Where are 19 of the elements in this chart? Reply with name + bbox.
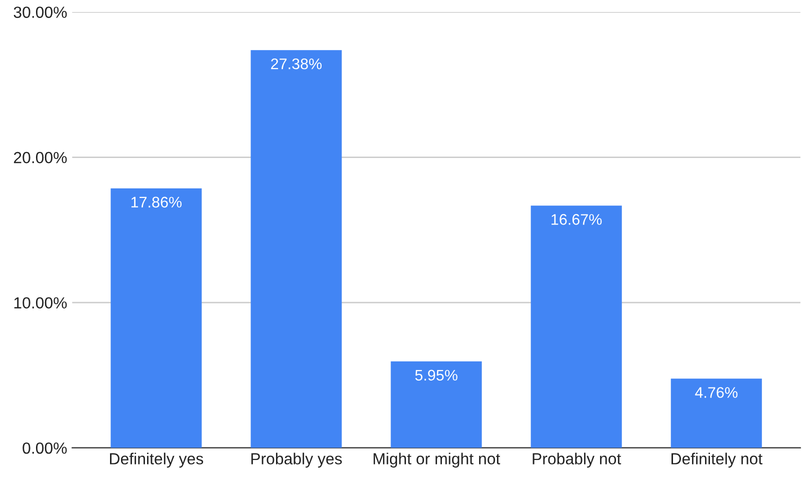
y-tick-label: 20.00% [14,152,67,164]
data-label: 5.95% [415,370,458,381]
data-label: 17.86% [131,196,182,208]
bar [390,361,482,448]
x-tick-label: Definitely yes [110,452,204,468]
data-label: 4.76% [695,387,738,398]
bar [250,50,342,448]
data-label: 27.38% [271,58,322,70]
bar [670,378,762,448]
data-label: 16.67% [552,214,602,225]
x-tick-label: Probably not [532,452,622,468]
y-tick-label: 10.00% [14,297,67,309]
x-tick-label: Probably yes [251,452,342,468]
y-tick-label: 30.00% [14,6,67,18]
y-tick-label: 0.00% [22,442,67,454]
x-tick-label: Might or might not [374,452,500,468]
bar [110,188,202,448]
bar [530,206,622,448]
x-tick-label: Definitely not [672,452,762,468]
